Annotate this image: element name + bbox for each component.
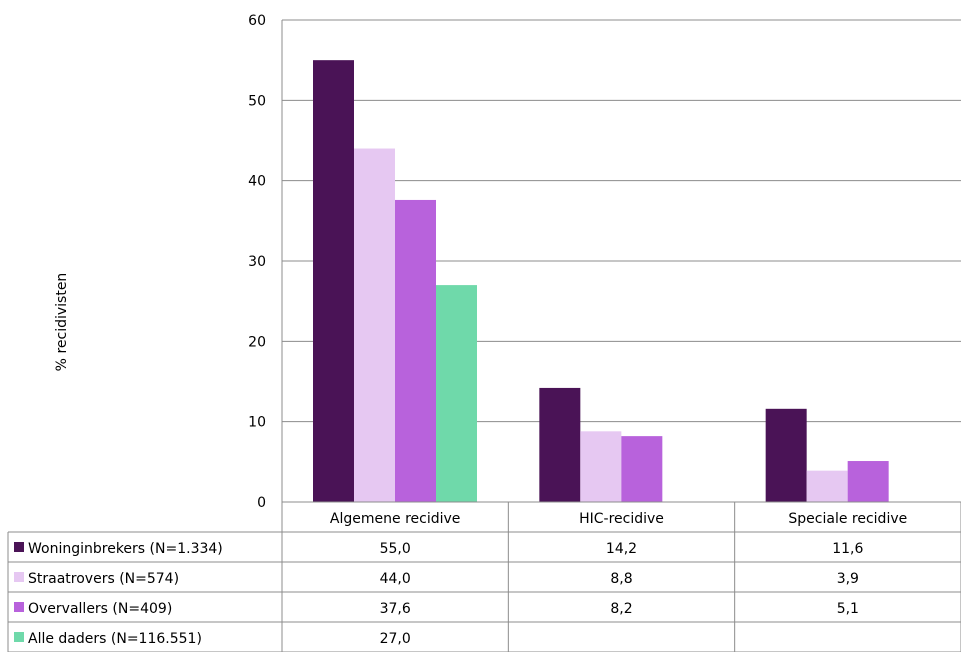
category-label: Speciale recidive [788,511,907,527]
data-label: 27,0 [380,631,411,647]
category-label: HIC-recidive [579,511,664,527]
data-label: 8,2 [610,601,632,617]
data-label: 55,0 [380,541,411,557]
data-label: 8,8 [610,571,632,587]
y-axis-title: % recidivisten [54,273,70,372]
y-tick-label: 60 [248,13,266,29]
data-label: 37,6 [380,601,411,617]
y-tick-label: 30 [248,254,266,270]
y-tick-label: 20 [248,334,266,350]
bar [621,436,663,502]
legend-entry: Overvallers (N=409) [28,601,172,617]
bar [806,470,848,502]
data-label: 5,1 [837,601,859,617]
bar [539,387,581,502]
category-label: Algemene recidive [330,511,460,527]
y-tick-label: 50 [248,93,266,109]
data-label: 3,9 [837,571,859,587]
y-tick-label: 0 [257,495,266,511]
bar [395,199,436,503]
legend-swatch [14,572,24,582]
bars [313,60,889,503]
bar [765,408,807,502]
bar [847,461,889,502]
data-label: 14,2 [606,541,637,557]
legend-swatch [14,632,24,642]
legend-swatch [14,602,24,612]
legend-entry: Straatrovers (N=574) [28,571,179,587]
legend-entry: Woninginbrekers (N=1.334) [28,541,223,557]
bar [313,60,354,503]
axes: 0 10 20 30 40 50 60 [248,13,283,511]
data-label: 11,6 [832,541,863,557]
bar [436,285,477,502]
y-tick-label: 40 [248,174,266,190]
data-table: Algemene recidive HIC-recidive Speciale re… [7,501,961,652]
data-label: 44,0 [380,571,411,587]
bar [354,148,395,503]
legend-swatch [14,542,24,552]
legend-entry: Alle daders (N=116.551) [28,631,202,647]
bar [580,431,622,502]
y-tick-label: 10 [248,415,266,431]
